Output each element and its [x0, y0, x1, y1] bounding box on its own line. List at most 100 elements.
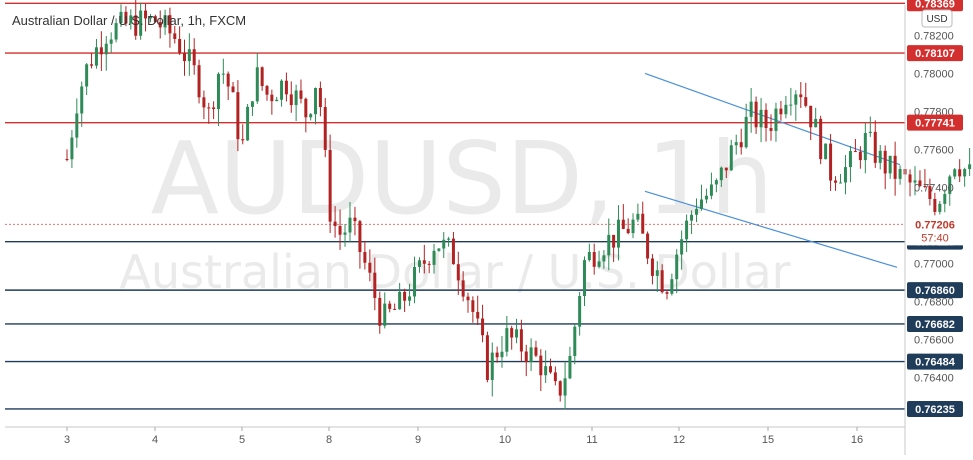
support-tag [907, 353, 963, 370]
candle-body [442, 239, 446, 249]
candle-body [641, 213, 645, 234]
candle-body [490, 352, 494, 380]
candle-body [226, 73, 230, 87]
candle-body [368, 262, 372, 273]
candle-body [114, 23, 118, 40]
candle-body [918, 180, 922, 187]
candle-body [510, 328, 514, 338]
watermark-symbol: AUDUSD, 1h [151, 120, 774, 237]
candle-body [168, 15, 172, 34]
candle-body [202, 97, 206, 108]
candle-body [943, 193, 947, 204]
candle-body [794, 94, 798, 105]
candle-body [933, 199, 937, 212]
currency-badge[interactable]: USD [921, 9, 953, 28]
candle-body [216, 73, 220, 110]
candle-body [348, 217, 352, 233]
candle-body [578, 296, 582, 327]
candle-body [784, 104, 788, 115]
candle-body [275, 99, 279, 102]
candle-body [709, 184, 713, 196]
candle-body [863, 133, 867, 161]
candle-body [660, 270, 664, 293]
candle-body [883, 150, 887, 174]
candle-body [398, 291, 402, 310]
candle-body [129, 15, 133, 24]
channel-upper-line [644, 72, 901, 166]
candle-body [873, 131, 877, 163]
candle-body [144, 10, 148, 19]
candle-body [383, 303, 387, 326]
candle-body [636, 213, 640, 220]
candle-body [495, 352, 499, 358]
candle-body [231, 86, 235, 93]
support-tag [907, 400, 963, 417]
candle-body [553, 372, 557, 382]
candle-body [187, 49, 191, 62]
price-tags: 0.783690.781070.777410.771150.768600.766… [907, 0, 963, 417]
watermark-name: Australian Dollar / U.S. Dollar [119, 245, 790, 299]
support-tag-label: 0.76682 [915, 319, 955, 331]
candle-body [182, 52, 186, 62]
candle-body [607, 234, 611, 256]
candle-body [754, 101, 758, 128]
candle-body [529, 347, 533, 362]
candle-body [799, 94, 803, 98]
candle-body [456, 264, 460, 281]
candle-body [519, 329, 523, 352]
candle-body [314, 88, 318, 115]
y-tick-label: 0.76400 [914, 373, 954, 385]
candle-body [749, 101, 753, 117]
candles [65, 0, 972, 410]
candle-body [839, 182, 843, 184]
candle-body [343, 232, 347, 235]
candle-body [549, 366, 553, 373]
candle-body [408, 296, 412, 301]
y-tick-label: 0.77000 [914, 259, 954, 271]
horizontal-levels [5, 2, 905, 410]
candle-body [534, 347, 538, 356]
candle-body [814, 118, 818, 128]
x-tick-label: 12 [673, 434, 685, 446]
resistance-tag [907, 114, 963, 131]
countdown-label: 57:40 [921, 232, 949, 244]
candle-body [665, 292, 669, 294]
candle-body [158, 22, 162, 28]
resistance-tag-label: 0.77741 [915, 118, 955, 130]
candle-body [358, 221, 362, 252]
candle-body [729, 145, 733, 171]
x-tick-label: 10 [499, 434, 511, 446]
candle-body [280, 80, 284, 100]
candle-body [759, 109, 763, 128]
candle-body [963, 169, 967, 177]
candle-body [328, 149, 332, 222]
candle-body [953, 169, 957, 177]
candle-body [447, 238, 451, 240]
candle-body [714, 180, 718, 185]
candle-body [834, 180, 838, 183]
candle-body [476, 311, 480, 319]
candle-body [90, 64, 94, 66]
candle-body [724, 167, 728, 171]
candle-body [212, 107, 216, 110]
candle-body [848, 151, 852, 168]
candle-body [744, 116, 748, 148]
candle-body [938, 203, 942, 212]
candle-body [695, 208, 699, 215]
descending-channel [644, 72, 901, 268]
candle-body [779, 108, 783, 115]
candle-body [646, 233, 650, 259]
candle-body [843, 167, 847, 183]
candle-body [353, 217, 357, 222]
x-tick-label: 8 [326, 434, 332, 446]
candle-body [94, 47, 98, 66]
candle-body [333, 221, 337, 227]
candle-body [868, 131, 872, 134]
candle-body [471, 300, 475, 312]
candle-body [119, 11, 123, 24]
candle-body [616, 219, 620, 248]
candle-body [75, 113, 79, 138]
candle-body [853, 151, 857, 153]
resistance-tag-label: 0.78369 [915, 0, 955, 10]
